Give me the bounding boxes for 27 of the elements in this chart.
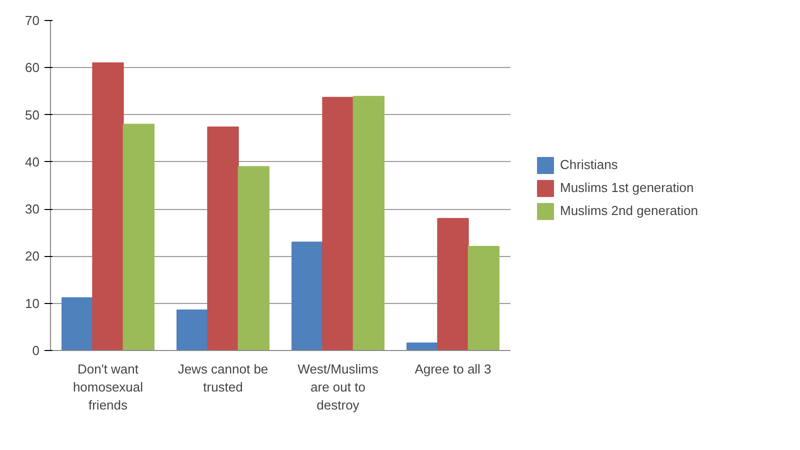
bar: [292, 242, 324, 350]
y-tick-label: 20: [25, 248, 40, 264]
bar: [437, 218, 469, 350]
x-tick-label: West/Muslims are out to destroy: [298, 362, 379, 412]
bar: [238, 166, 270, 350]
y-tick-label: 60: [25, 60, 40, 76]
y-tick-label: 30: [25, 202, 40, 217]
y-tick-label: 10: [25, 296, 40, 311]
y-tick-label: 70: [25, 13, 40, 28]
y-tick-label: 0: [32, 343, 40, 358]
bar: [62, 297, 94, 350]
y-tick-label: 50: [25, 107, 40, 122]
legend-label: Christians: [560, 157, 618, 172]
x-tick-label: Agree to all 3: [414, 362, 492, 376]
x-tick-label: Don't want homosexual friends: [72, 362, 144, 412]
bar: [406, 342, 438, 350]
bar: [468, 246, 500, 350]
legend-label: Muslims 2nd generation: [560, 203, 698, 218]
y-tick-label: 40: [25, 154, 40, 170]
bar: [92, 62, 124, 350]
bar: [176, 309, 208, 350]
bar: [122, 124, 154, 350]
x-tick-label: Jews cannot be trusted: [178, 362, 268, 394]
bar: [322, 96, 354, 350]
bar: [207, 126, 239, 350]
bar: [352, 96, 384, 350]
legend-label: Muslims 1st generation: [560, 180, 694, 195]
